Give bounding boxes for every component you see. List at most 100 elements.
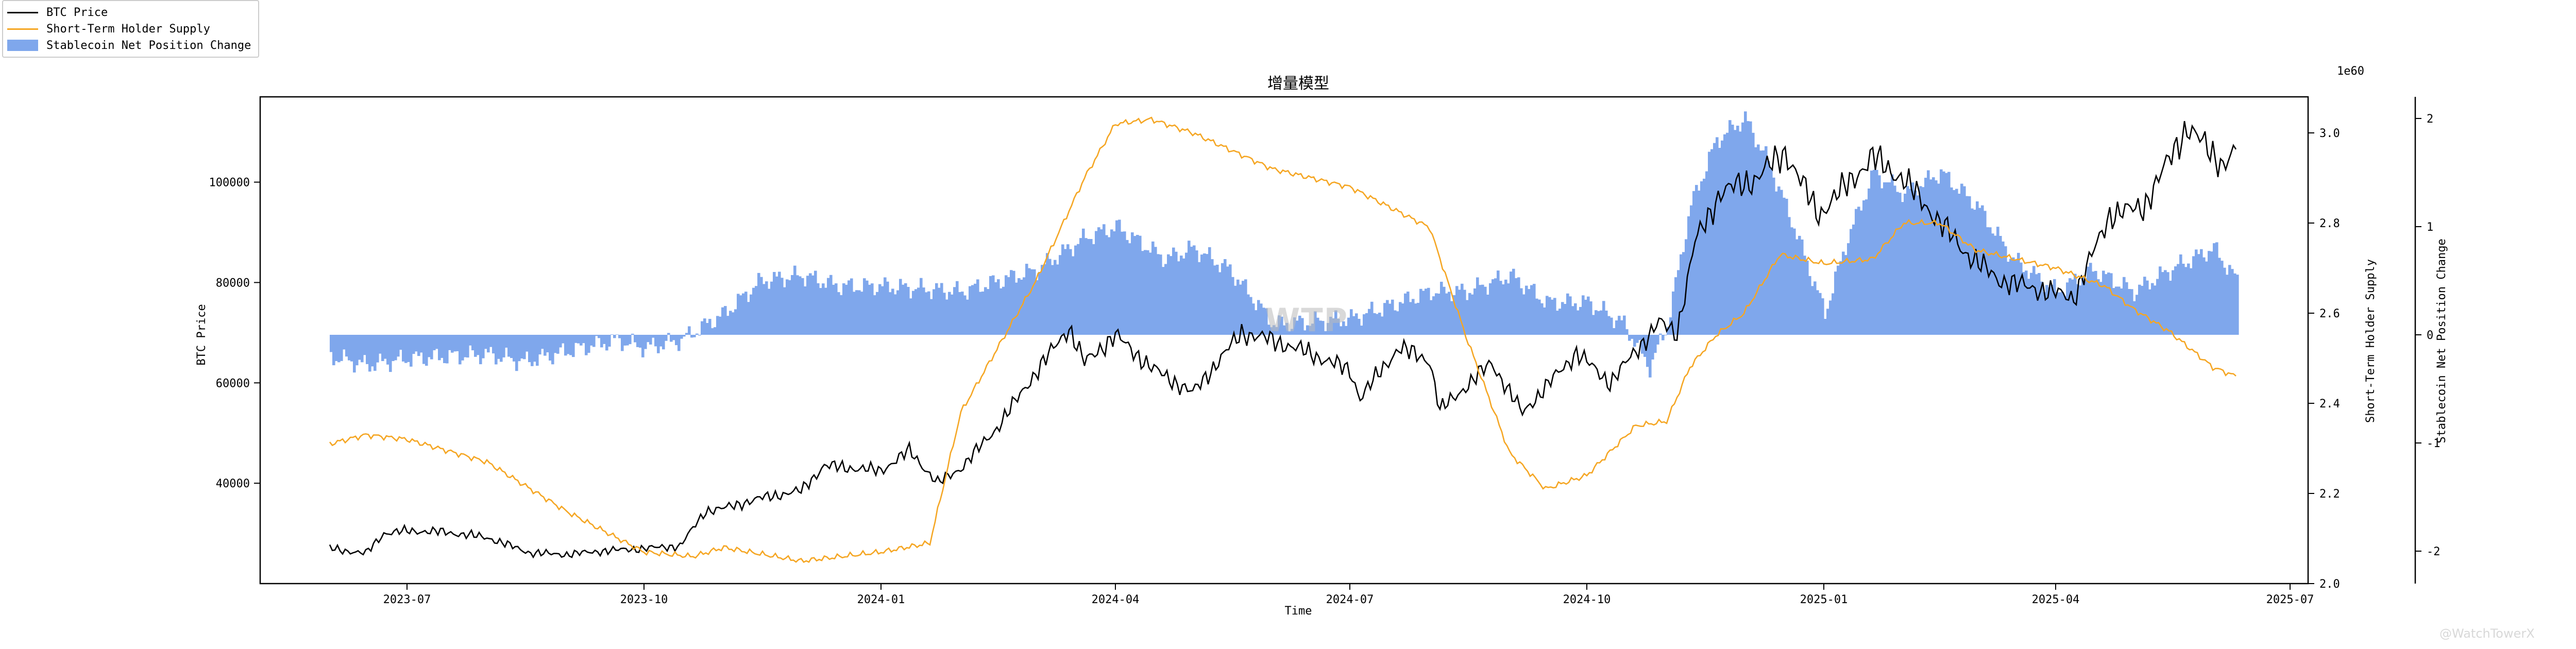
stablecoin-bar: [523, 335, 526, 360]
stablecoin-bar: [1736, 126, 1739, 335]
stablecoin-bar: [404, 335, 408, 363]
stablecoin-bar: [350, 335, 353, 362]
stablecoin-bar: [1762, 150, 1765, 335]
stablecoin-bar: [1793, 228, 1796, 335]
stablecoin-bar: [1862, 200, 1866, 335]
stablecoin-bar: [2156, 279, 2159, 335]
stablecoin-bar: [2210, 251, 2213, 335]
stablecoin-bar: [1749, 121, 1752, 335]
stablecoin-bar: [1777, 186, 1781, 335]
stablecoin-bar: [1195, 250, 1198, 335]
stablecoin-bar: [1798, 235, 1801, 335]
stablecoin-bar: [2009, 259, 2012, 335]
stablecoin-bar: [1770, 168, 1773, 335]
stablecoin-bar: [1188, 241, 1191, 335]
stablecoin-bar: [1082, 228, 1085, 335]
stablecoin-bar: [2215, 242, 2218, 335]
stablecoin-bar: [1973, 210, 1976, 335]
stablecoin-bar: [1110, 229, 1113, 335]
stablecoin-bar: [1332, 318, 1335, 335]
stablecoin-bar: [1888, 182, 1891, 335]
stablecoin-bar: [1507, 283, 1510, 335]
stablecoin-bar: [1571, 306, 1574, 335]
stablecoin-bar: [1937, 183, 1940, 335]
stablecoin-bar: [806, 276, 809, 335]
stablecoin-bar: [1857, 207, 1860, 335]
stablecoin-bar: [1844, 255, 1848, 335]
stablecoin-bar: [330, 335, 333, 352]
stablecoin-bar: [1754, 147, 1757, 335]
stablecoin-bar: [422, 335, 426, 364]
stablecoin-bar: [1999, 236, 2002, 335]
axes: 2023-07 2023-10 2024-01 2024-04 2024-07 2024-…: [209, 96, 2441, 606]
stablecoin-bar: [2177, 264, 2180, 335]
stablecoin-bar: [639, 335, 642, 348]
stablecoin-bar: [1579, 306, 1582, 335]
stablecoin-bar: [979, 292, 982, 335]
stablecoin-bar: [2025, 270, 2028, 335]
stablecoin-bar: [1105, 235, 1108, 335]
stablecoin-bar: [2040, 281, 2043, 335]
stablecoin-bar: [1672, 291, 1675, 335]
stablecoin-bar: [1551, 299, 1554, 335]
stablecoin-bar: [2048, 287, 2051, 335]
stablecoin-bar: [726, 316, 730, 335]
stablecoin-bar: [479, 335, 482, 365]
stablecoin-bar: [2053, 279, 2056, 335]
stablecoin-bar: [2228, 265, 2231, 335]
stablecoin-bar: [1837, 265, 1840, 335]
stablecoin-bar: [1824, 319, 1827, 335]
stablecoin-bar: [999, 288, 1003, 335]
stablecoin-bar: [1726, 132, 1729, 335]
stablecoin-bar: [1213, 265, 1216, 335]
stablecoin-bar: [1986, 227, 1989, 335]
stablecoin-bar: [1855, 209, 1858, 335]
stablecoin-bar: [1425, 288, 1428, 335]
stablecoin-bar: [930, 299, 933, 335]
stablecoin-bar: [1553, 298, 1556, 335]
stablecoin-bar: [2174, 266, 2177, 335]
stablecoin-bar: [1327, 323, 1330, 335]
stablecoin-bar: [1193, 245, 1196, 335]
stablecoin-bar: [613, 335, 616, 338]
stablecoin-bar: [1605, 311, 1608, 335]
stablecoin-bar: [773, 272, 776, 335]
stablecoin-bar: [2032, 266, 2036, 335]
stablecoin-bar: [2089, 263, 2092, 335]
stablecoin-bar: [2166, 272, 2170, 335]
stablecoin-bar: [886, 281, 889, 335]
stablecoin-bar: [953, 287, 956, 335]
sth-supply-line: [329, 116, 2236, 563]
series-lines: [329, 116, 2237, 563]
stablecoin-bar: [1873, 169, 1876, 335]
stablecoin-bar: [1430, 300, 1433, 335]
stablecoin-bar: [1917, 195, 1920, 335]
stablecoin-bar: [1618, 316, 1621, 335]
stablecoin-bar: [623, 335, 626, 346]
stablecoin-bar: [1674, 277, 1677, 335]
stablecoin-bar: [2146, 280, 2149, 335]
stablecoin-bar: [2056, 292, 2059, 335]
stablecoin-bar: [1376, 314, 1379, 335]
stablecoin-bar: [2043, 292, 2046, 335]
stablecoin-bar: [567, 335, 570, 354]
stablecoin-bar: [665, 335, 668, 341]
stablecoin-bar: [2058, 292, 2061, 335]
stablecoin-bar: [1177, 261, 1180, 335]
stablecoin-bar: [1615, 320, 1618, 335]
stablecoin-bar: [1654, 335, 1657, 353]
stablecoin-bar: [2030, 272, 2033, 335]
stablecoin-bar: [1141, 251, 1144, 335]
stablecoin-bar: [2148, 289, 2151, 335]
stablecoin-bar: [2071, 279, 2074, 335]
stablecoin-bar: [1597, 311, 1600, 335]
stablecoin-bar: [497, 335, 500, 359]
stablecoin-bar: [791, 275, 794, 335]
stablecoin-bar: [1466, 300, 1469, 335]
stablecoin-bar: [386, 335, 389, 365]
stablecoin-bar: [399, 335, 402, 350]
stablecoin-bar: [1373, 313, 1376, 335]
stablecoin-bar: [1018, 278, 1021, 335]
stablecoin-bar: [835, 283, 838, 335]
stablecoin-bar: [781, 278, 784, 335]
